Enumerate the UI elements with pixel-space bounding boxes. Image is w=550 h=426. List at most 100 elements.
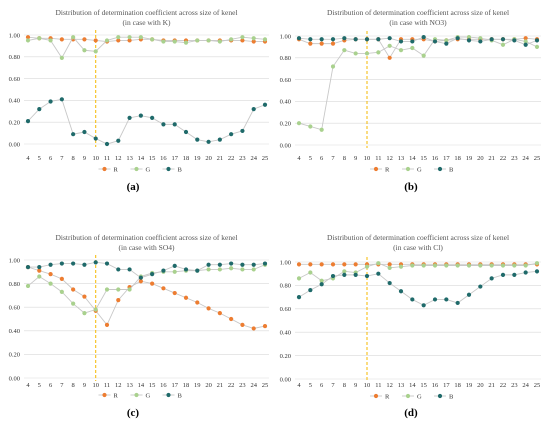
point-B bbox=[296, 295, 302, 300]
point-R bbox=[172, 290, 177, 296]
legend-label: R bbox=[385, 167, 390, 174]
point-G bbox=[183, 40, 189, 45]
point-G bbox=[421, 53, 426, 58]
point-R bbox=[206, 306, 211, 311]
x-tick-label: 14 bbox=[409, 382, 416, 389]
point-B bbox=[330, 37, 336, 42]
x-tick-label: 22 bbox=[228, 155, 235, 162]
point-B bbox=[71, 261, 76, 266]
x-tick-label: 12 bbox=[115, 382, 122, 389]
point-B bbox=[410, 297, 415, 302]
point-G bbox=[319, 127, 324, 132]
x-tick-label: 16 bbox=[160, 382, 167, 389]
x-tick-label: 14 bbox=[138, 155, 145, 162]
point-R bbox=[25, 35, 31, 40]
chart-title: Distribution of determination coefficien… bbox=[327, 8, 509, 17]
y-tick-label: 0.20 bbox=[9, 352, 20, 359]
point-G bbox=[500, 263, 506, 268]
point-B bbox=[466, 38, 472, 43]
point-B bbox=[172, 263, 177, 268]
series-line-B bbox=[298, 36, 538, 46]
legend-marker bbox=[134, 166, 139, 172]
point-G bbox=[104, 38, 110, 43]
point-B bbox=[127, 115, 132, 120]
point-B bbox=[217, 137, 222, 142]
point-B bbox=[432, 39, 438, 44]
point-R bbox=[183, 295, 189, 300]
y-tick-label: 0.60 bbox=[9, 76, 20, 83]
x-tick-label: 21 bbox=[217, 155, 224, 162]
y-tick-label: 1.00 bbox=[280, 259, 291, 266]
point-G bbox=[37, 274, 42, 279]
x-tick-label: 18 bbox=[183, 382, 190, 389]
point-G bbox=[25, 283, 31, 289]
point-G bbox=[444, 38, 449, 43]
chart-title: (in case with NO3) bbox=[389, 18, 447, 27]
point-R bbox=[240, 322, 245, 327]
point-B bbox=[398, 289, 404, 294]
x-tick-label: 13 bbox=[126, 155, 133, 162]
point-G bbox=[82, 48, 87, 53]
point-R bbox=[116, 298, 121, 303]
x-tick-label: 18 bbox=[454, 155, 461, 162]
legend-label: G bbox=[417, 167, 422, 174]
series-line-R bbox=[27, 266, 266, 329]
x-tick-label: 9 bbox=[354, 382, 357, 389]
series-line-G bbox=[298, 36, 538, 131]
x-tick-label: 11 bbox=[104, 382, 110, 389]
point-G bbox=[217, 267, 222, 272]
point-G bbox=[387, 43, 392, 48]
y-tick-label: 0.60 bbox=[280, 77, 291, 84]
point-B bbox=[104, 141, 110, 147]
point-G bbox=[138, 35, 143, 40]
series-line-B bbox=[298, 270, 538, 306]
x-tick-label: 23 bbox=[511, 382, 518, 389]
point-G bbox=[296, 121, 302, 126]
point-R bbox=[217, 311, 222, 316]
legend-marker bbox=[102, 392, 107, 398]
point-B bbox=[455, 36, 460, 41]
point-B bbox=[116, 138, 121, 143]
legend-marker bbox=[134, 392, 139, 398]
legend-marker bbox=[373, 166, 379, 172]
x-tick-label: 5 bbox=[309, 155, 312, 162]
point-B bbox=[376, 37, 381, 42]
y-tick-label: 0.60 bbox=[9, 305, 20, 312]
x-tick-label: 23 bbox=[239, 382, 246, 389]
point-R bbox=[48, 272, 53, 277]
x-tick-label: 5 bbox=[38, 155, 41, 162]
point-R bbox=[319, 262, 324, 267]
point-G bbox=[342, 48, 347, 53]
legend-marker bbox=[405, 393, 411, 399]
point-G bbox=[444, 263, 449, 268]
point-B bbox=[353, 272, 358, 277]
point-B bbox=[444, 41, 449, 46]
point-R bbox=[59, 276, 64, 281]
point-B bbox=[489, 37, 494, 42]
point-G bbox=[466, 34, 472, 40]
point-B bbox=[150, 115, 155, 120]
point-R bbox=[71, 287, 76, 292]
x-tick-label: 13 bbox=[398, 382, 405, 389]
x-tick-label: 19 bbox=[194, 155, 201, 162]
series-line-G bbox=[27, 36, 266, 59]
legend-label: R bbox=[114, 167, 119, 174]
point-B bbox=[308, 37, 313, 42]
point-B bbox=[353, 37, 358, 42]
legend-label: G bbox=[146, 167, 151, 174]
point-R bbox=[240, 38, 245, 43]
point-B bbox=[262, 261, 268, 266]
point-R bbox=[37, 268, 42, 273]
point-B bbox=[240, 262, 245, 267]
point-R bbox=[330, 262, 336, 267]
point-R bbox=[319, 41, 324, 46]
x-tick-label: 4 bbox=[26, 382, 30, 389]
point-B bbox=[500, 272, 506, 277]
x-tick-label: 25 bbox=[262, 382, 269, 389]
point-B bbox=[512, 38, 517, 43]
y-tick-label: 0.20 bbox=[9, 120, 20, 127]
point-G bbox=[364, 51, 370, 56]
x-tick-label: 7 bbox=[331, 382, 335, 389]
y-tick-label: 0.80 bbox=[280, 55, 291, 62]
x-tick-label: 10 bbox=[92, 382, 99, 389]
